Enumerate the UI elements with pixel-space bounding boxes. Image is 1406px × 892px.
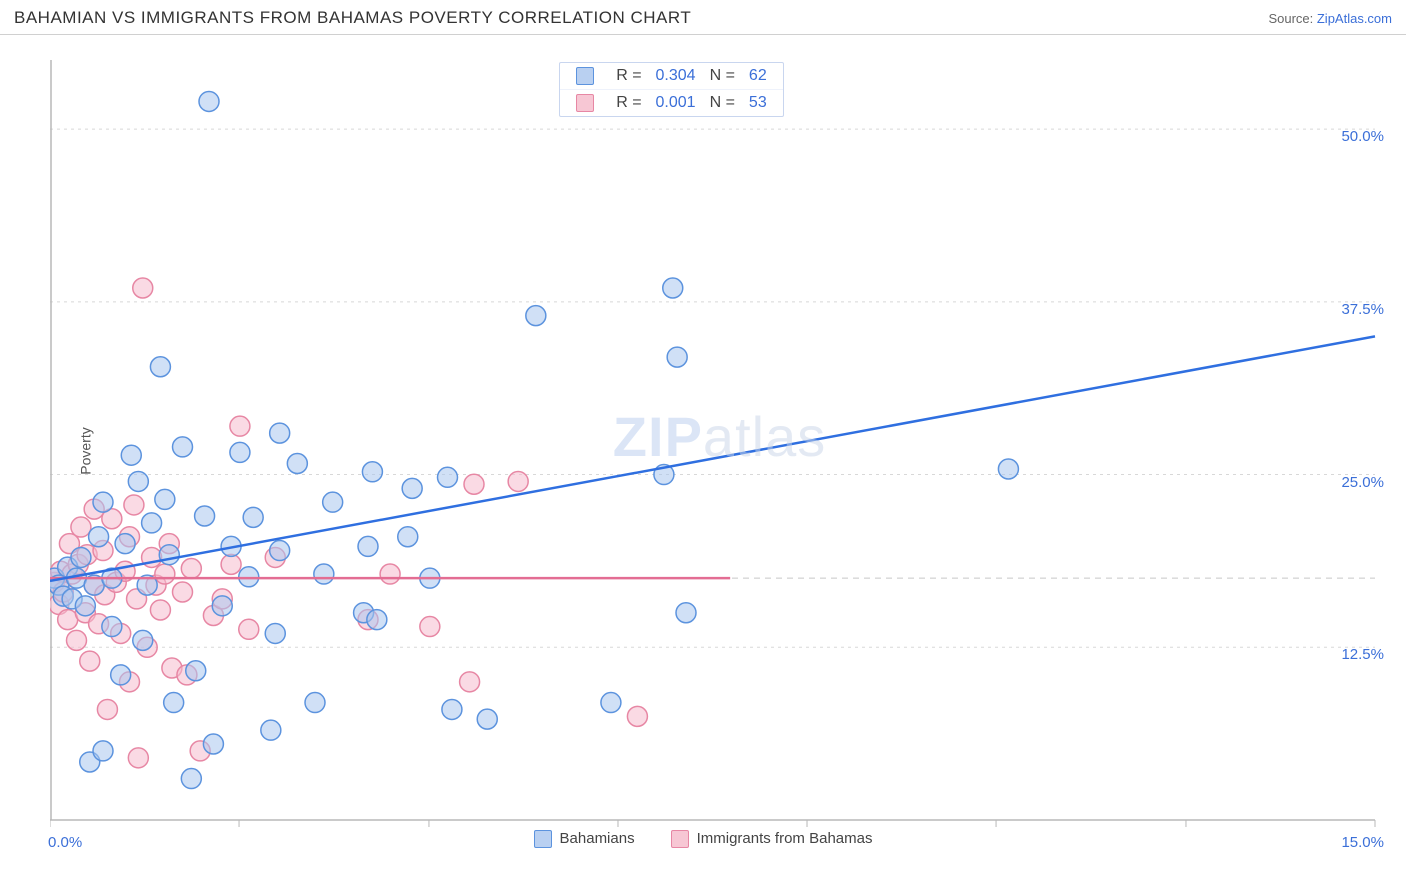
n-value-blue: 62 [749,67,767,85]
source-label: Source: ZipAtlas.com [1268,11,1392,26]
scatter-chart [50,60,1390,842]
pink-swatch-icon [576,94,594,112]
blue-swatch-icon [534,830,552,848]
y-axis-label: Poverty [78,427,94,474]
legend-item-pink: Immigrants from Bahamas [671,830,873,848]
y-tick-label: 25.0% [1341,474,1384,491]
r-label: R = [616,94,641,112]
correlation-legend: R = 0.304 N = 62 R = 0.001 N = 53 [559,62,784,117]
r-label: R = [616,67,641,85]
y-tick-label: 12.5% [1341,646,1384,663]
series-legend: Bahamians Immigrants from Bahamas [0,830,1406,848]
source-link[interactable]: ZipAtlas.com [1317,11,1392,26]
r-value-blue: 0.304 [656,67,696,85]
n-label: N = [710,94,735,112]
legend-row-blue: R = 0.304 N = 62 [560,63,783,89]
legend-row-pink: R = 0.001 N = 53 [560,89,783,116]
source-prefix: Source: [1268,11,1316,26]
legend-item-blue: Bahamians [534,830,635,848]
n-value-pink: 53 [749,94,767,112]
legend-label-pink: Immigrants from Bahamas [697,830,873,847]
blue-swatch-icon [576,67,594,85]
pink-swatch-icon [671,830,689,848]
n-label: N = [710,67,735,85]
y-tick-label: 50.0% [1341,128,1384,145]
legend-label-blue: Bahamians [560,830,635,847]
y-tick-label: 37.5% [1341,301,1384,318]
chart-title: BAHAMIAN VS IMMIGRANTS FROM BAHAMAS POVE… [14,8,691,28]
chart-area: Poverty ZIPatlas R = 0.304 N = 62 R = 0.… [50,60,1390,842]
r-value-pink: 0.001 [656,94,696,112]
